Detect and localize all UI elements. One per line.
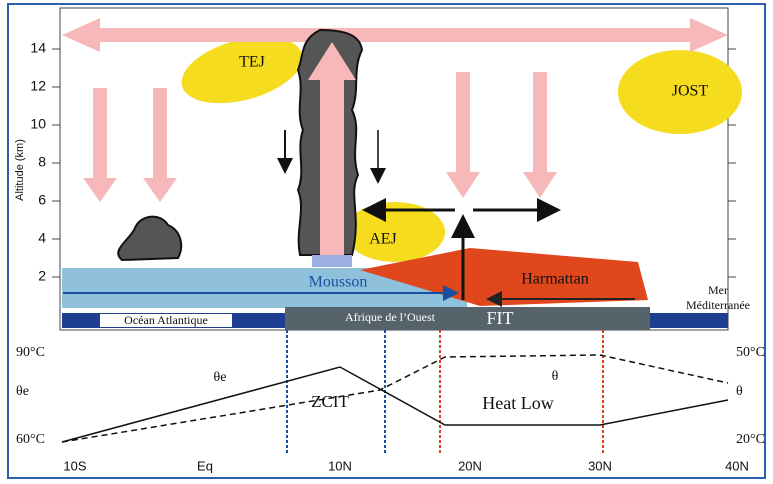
tick-label: 14 [30, 40, 46, 56]
left-tick-label: 90°C [16, 345, 45, 360]
fit-label: FIT [487, 308, 514, 328]
africa-box [285, 307, 650, 330]
lower-panel [61, 330, 729, 455]
heat-low-label: Heat Low [482, 393, 553, 413]
jost-label: JOST [672, 83, 709, 100]
left-tick-label: θe [16, 384, 29, 399]
harmattan-label: Harmattan [521, 271, 589, 288]
ocean-label: Océan Atlantique [124, 313, 208, 327]
x-label: 30N [588, 458, 612, 473]
tick-label: 8 [38, 154, 46, 170]
ocean-box [100, 314, 232, 327]
harmattan-layer [360, 248, 648, 306]
frame [7, 3, 766, 479]
tej-label: TEJ [239, 54, 265, 71]
mer-label: Mer [708, 283, 728, 297]
tick-label: 4 [38, 230, 46, 246]
x-label: 40N [725, 458, 749, 473]
left-tick-label: 60°C [16, 432, 45, 447]
x-label: 10S [63, 458, 86, 473]
subsidence-arrows [83, 72, 557, 202]
mer-label: Méditerranée [686, 298, 750, 312]
x-label: 10N [328, 458, 352, 473]
aej-label: AEJ [369, 231, 397, 248]
theta-label: θ [552, 369, 559, 384]
tower-base [312, 255, 352, 267]
zcit-label: ZCIT [311, 392, 349, 411]
cloud [117, 215, 183, 262]
tick-label: 12 [30, 78, 46, 94]
axis-label: Altitude (km) [14, 139, 26, 201]
theta-e-label: θe [214, 370, 227, 385]
mousson-label: Mousson [309, 274, 368, 291]
africa-label: Afrique de l’Ouest [345, 310, 436, 324]
right-tick-label: 50°C [736, 345, 765, 360]
upper-outflow-arrow [62, 18, 728, 52]
x-label: Eq [197, 458, 213, 473]
tick-label: 2 [38, 268, 46, 284]
tej-ellipse [181, 36, 303, 104]
x-label: 20N [458, 458, 482, 473]
tick-label: 10 [30, 116, 46, 132]
right-tick-label: 20°C [736, 432, 765, 447]
ascent-arrow [308, 42, 356, 255]
tick-label: 6 [38, 192, 46, 208]
right-tick-label: θ [736, 384, 743, 399]
jost-ellipse [618, 50, 742, 134]
